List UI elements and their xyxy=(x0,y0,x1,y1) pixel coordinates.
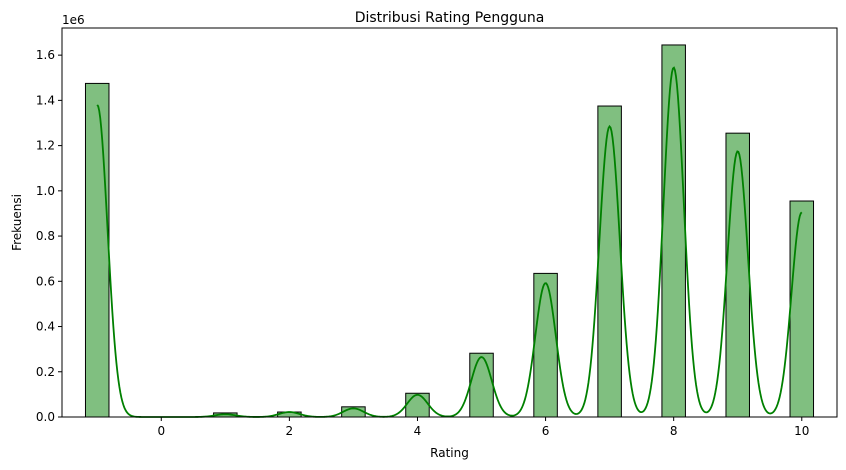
y-tick-label-3: 0.6 xyxy=(36,274,55,288)
histogram-bar-10 xyxy=(789,200,815,418)
kde-curve-group xyxy=(96,66,803,418)
histogram-bar-5 xyxy=(469,352,494,418)
x-tick-label-2: 4 xyxy=(414,424,422,438)
y-tick-label-8: 1.6 xyxy=(36,48,55,62)
x-tick-label-0: 0 xyxy=(157,424,165,438)
x-tick-label-5: 10 xyxy=(794,424,809,438)
y-tick-label-6: 1.2 xyxy=(36,139,55,153)
x-tick-label-1: 2 xyxy=(286,424,294,438)
y-tick-label-5: 1.0 xyxy=(36,184,55,198)
y-scale-label: 1e6 xyxy=(62,13,85,27)
x-tick-label-3: 6 xyxy=(542,424,550,438)
plot-frame xyxy=(61,27,838,418)
histogram-bar-9 xyxy=(725,132,750,418)
y-tick-label-1: 0.2 xyxy=(36,365,55,379)
histogram-bar-7 xyxy=(597,105,622,418)
histogram-bars xyxy=(84,44,815,418)
histogram-bar-8 xyxy=(661,44,686,418)
x-tick-label-4: 8 xyxy=(670,424,678,438)
y-tick-label-4: 0.8 xyxy=(36,229,55,243)
histogram-bar-6 xyxy=(533,272,558,418)
y-axis: 0.0 0.2 0.4 0.6 0.8 1.0 1.2 1.4 1.6 xyxy=(36,48,62,424)
y-tick-label-0: 0.0 xyxy=(36,410,55,424)
histogram-bar-4 xyxy=(405,392,430,418)
y-axis-label: Frekuensi xyxy=(10,194,24,251)
kde-curve xyxy=(96,66,803,418)
x-axis-label: Rating xyxy=(430,446,469,460)
y-tick-label-2: 0.4 xyxy=(36,320,55,334)
histogram-bar-0 xyxy=(84,82,110,418)
y-tick-label-7: 1.4 xyxy=(36,93,55,107)
x-axis: 0 2 4 6 8 10 xyxy=(157,417,809,438)
chart-title: Distribusi Rating Pengguna xyxy=(355,10,545,26)
